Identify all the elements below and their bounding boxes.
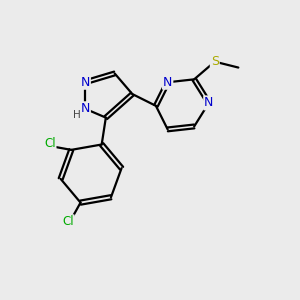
Text: H: H — [73, 110, 81, 120]
Text: N: N — [80, 102, 90, 115]
Text: N: N — [204, 96, 214, 110]
Text: N: N — [163, 76, 172, 89]
Text: N: N — [80, 76, 90, 89]
Text: Cl: Cl — [44, 137, 56, 151]
Text: Cl: Cl — [62, 215, 74, 228]
Text: S: S — [211, 55, 219, 68]
